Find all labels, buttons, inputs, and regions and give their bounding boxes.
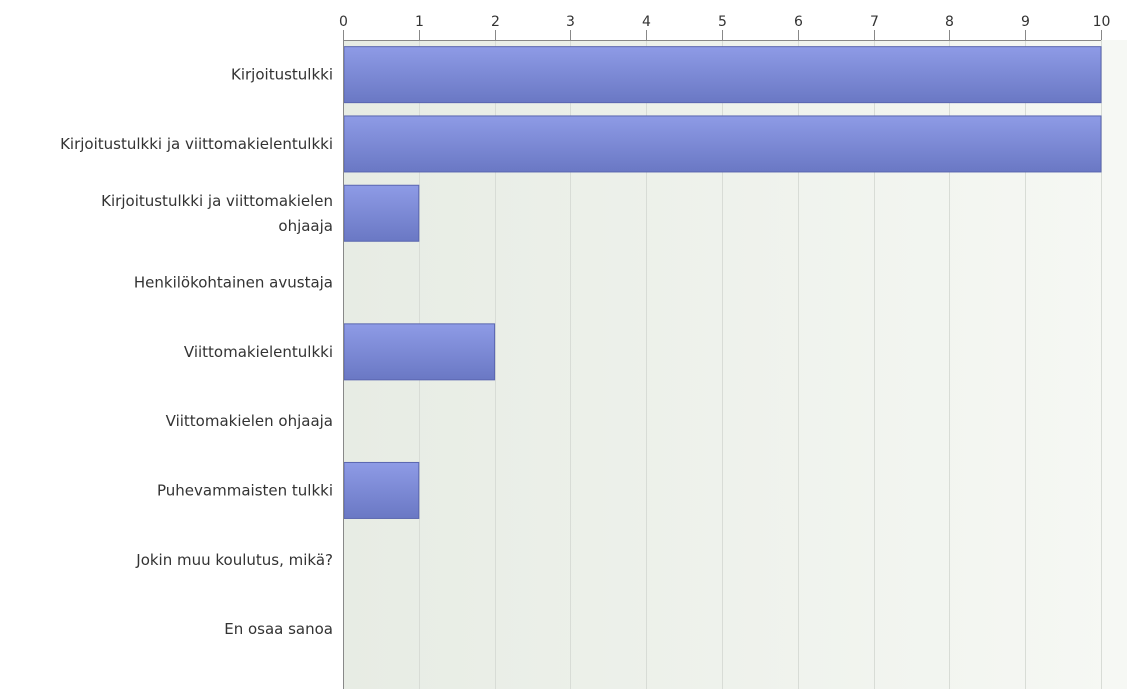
x-axis: 0 1 2 3 4 5 6 7 8 9 10 bbox=[339, 14, 1110, 689]
category-label-2: Kirjoitustulkki ja viittomakielentulkki bbox=[60, 135, 333, 153]
category-label-7: Puhevammaisten tulkki bbox=[157, 481, 333, 499]
tick-label-2: 2 bbox=[491, 14, 500, 30]
category-label-8: Jokin muu koulutus, mikä? bbox=[135, 551, 333, 569]
tick-label-5: 5 bbox=[718, 14, 727, 30]
category-label-3: Kirjoitustulkki ja viittomakielen ohjaaja bbox=[101, 192, 333, 235]
bar-3 bbox=[343, 184, 420, 242]
tick-label-10: 10 bbox=[1093, 14, 1111, 30]
tick-label-1: 1 bbox=[415, 14, 424, 30]
tick-label-7: 7 bbox=[870, 14, 879, 30]
category-label-5: Viittomakielentulkki bbox=[184, 343, 333, 361]
bar-7 bbox=[343, 461, 420, 519]
tick-label-3: 3 bbox=[566, 14, 575, 30]
bar-2 bbox=[343, 115, 1102, 173]
bar-1 bbox=[343, 46, 1102, 104]
category-label-6: Viittomakielen ohjaaja bbox=[166, 412, 333, 430]
category-label-9: En osaa sanoa bbox=[224, 620, 333, 638]
tick-label-0: 0 bbox=[339, 14, 348, 30]
tick-label-4: 4 bbox=[642, 14, 651, 30]
tick-label-6: 6 bbox=[794, 14, 803, 30]
category-label-1: Kirjoitustulkki bbox=[231, 66, 333, 84]
bar-5 bbox=[343, 323, 496, 381]
category-label-4: Henkilökohtainen avustaja bbox=[134, 274, 333, 292]
category-labels: Kirjoitustulkki Kirjoitustulkki ja viitto… bbox=[60, 66, 333, 638]
bars bbox=[343, 46, 1102, 519]
tick-label-9: 9 bbox=[1021, 14, 1030, 30]
tick-label-8: 8 bbox=[945, 14, 954, 30]
